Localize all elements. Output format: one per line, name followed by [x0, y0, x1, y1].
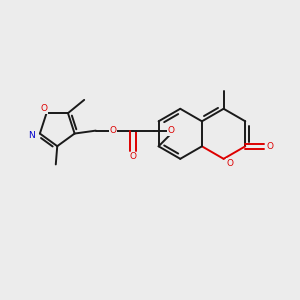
Text: O: O — [110, 126, 116, 135]
Text: N: N — [28, 130, 35, 140]
Text: O: O — [40, 104, 47, 113]
Text: O: O — [168, 126, 175, 135]
Text: O: O — [266, 142, 274, 151]
Text: O: O — [129, 152, 137, 161]
Text: O: O — [226, 159, 234, 168]
